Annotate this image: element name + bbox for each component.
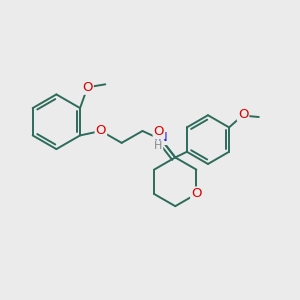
Text: O: O xyxy=(96,124,106,137)
Text: O: O xyxy=(191,188,202,200)
Text: O: O xyxy=(238,107,248,121)
Text: O: O xyxy=(82,81,93,94)
Text: H: H xyxy=(154,141,162,152)
Text: O: O xyxy=(154,125,164,138)
Text: N: N xyxy=(158,131,168,144)
